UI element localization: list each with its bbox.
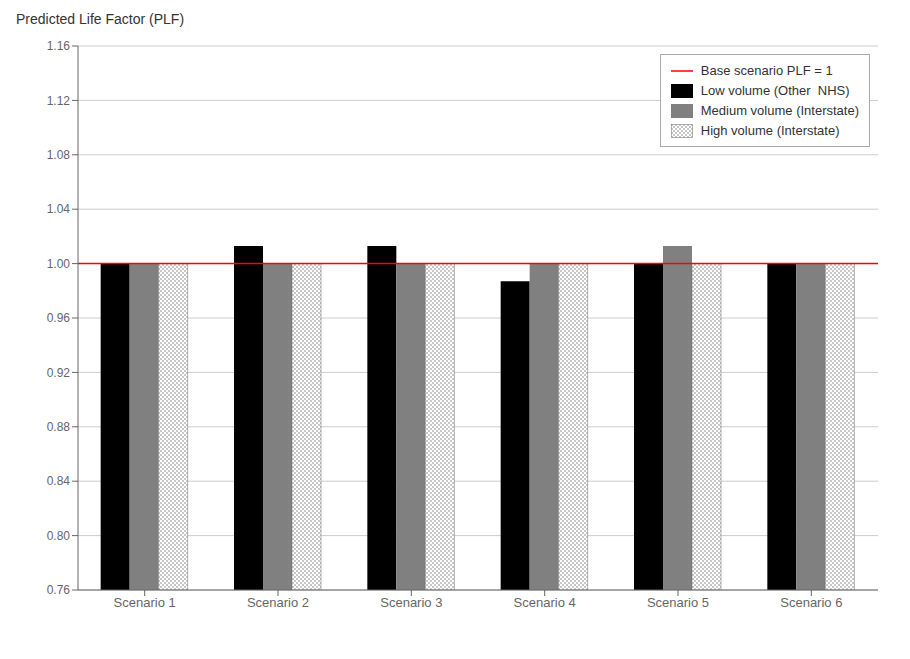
svg-text:Scenario 3: Scenario 3 [380,595,442,610]
html-text:Medium volume (Interstate): Medium volume (Interstate) [700,103,859,118]
svg-text:0.92: 0.92 [47,366,71,380]
svg-text:0.80: 0.80 [47,529,71,543]
svg-text:1.04: 1.04 [47,202,71,216]
svg-text:Scenario 5: Scenario 5 [647,595,709,610]
svg-text:Scenario 1: Scenario 1 [114,595,176,610]
svg-text:Scenario 4: Scenario 4 [514,595,576,610]
html-text:Predicted Life Factor (PLF): Predicted Life Factor (PLF) [16,11,185,27]
svg-text:1.12: 1.12 [47,94,71,108]
svg-text:1.16: 1.16 [47,39,71,53]
html-text:Base scenario PLF = 1: Base scenario PLF = 1 [700,63,833,78]
svg-text:0.76: 0.76 [47,583,71,597]
svg-text:Scenario 6: Scenario 6 [780,595,842,610]
html-text:Low volume (Other NHS): Low volume (Other NHS) [700,83,850,98]
svg-text:0.96: 0.96 [47,311,71,325]
svg-text:1.00: 1.00 [47,257,71,271]
svg-text:1.08: 1.08 [47,148,71,162]
svg-text:0.88: 0.88 [47,420,71,434]
svg-text:Scenario 2: Scenario 2 [247,595,309,610]
html-text:High volume (Interstate): High volume (Interstate) [700,123,840,138]
svg-text:0.84: 0.84 [47,474,71,488]
